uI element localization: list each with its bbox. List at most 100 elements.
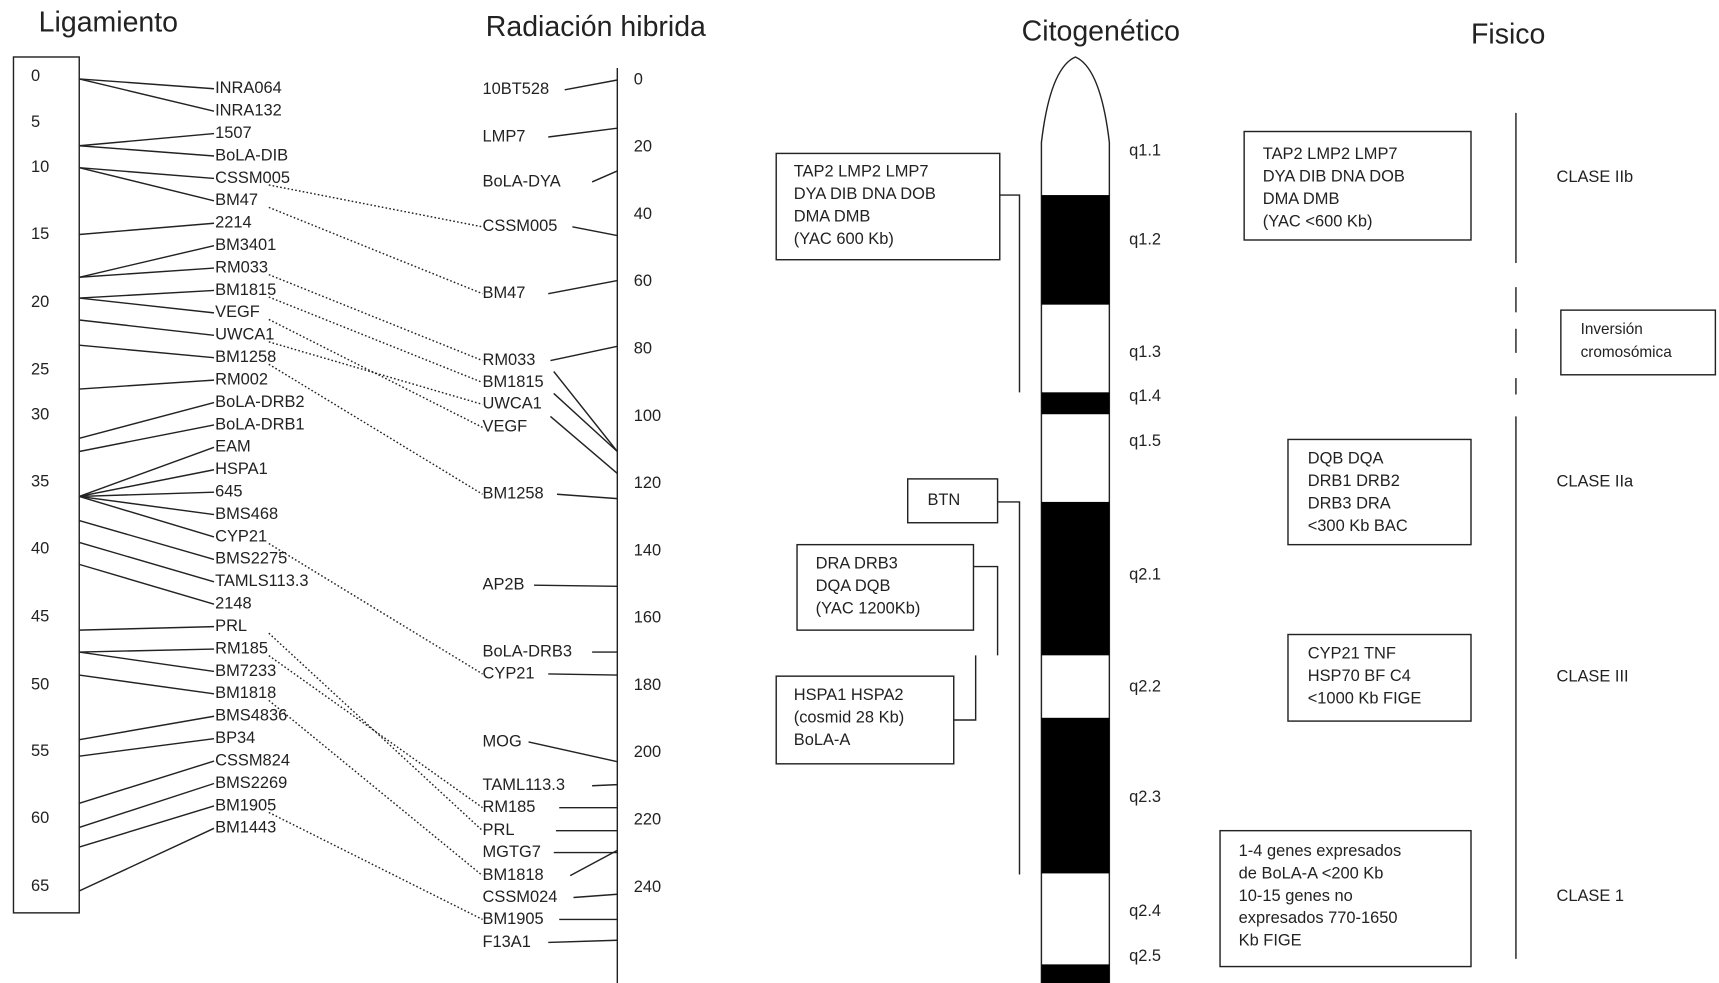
rh-scale-label: 220 bbox=[634, 810, 661, 828]
linkage-marker: CYP21 bbox=[215, 527, 267, 545]
rh-scale-label: 0 bbox=[634, 70, 643, 88]
rh-connector bbox=[572, 227, 617, 236]
linkage-marker: VEGF bbox=[215, 303, 260, 321]
cyto-box-text: (cosmid 28 Kb) bbox=[794, 709, 904, 727]
rh-marker: CSSM005 bbox=[483, 217, 558, 235]
rh-connector bbox=[570, 850, 617, 875]
marker-link bbox=[269, 275, 483, 361]
inversion-text: Inversión bbox=[1581, 321, 1643, 338]
linkage-marker: HSPA1 bbox=[215, 460, 268, 478]
rh-scale-label: 160 bbox=[634, 609, 661, 627]
rh-marker: PRL bbox=[483, 821, 515, 839]
rh-marker: BM1815 bbox=[483, 373, 544, 391]
rh-marker: RM033 bbox=[483, 351, 536, 369]
linkage-connector bbox=[79, 828, 214, 891]
linkage-marker: INRA132 bbox=[215, 102, 282, 120]
linkage-marker: BoLA-DRB1 bbox=[215, 415, 304, 433]
cyto-brackets bbox=[954, 195, 1020, 874]
phys-box-text: Kb FIGE bbox=[1239, 932, 1302, 950]
rh-connector bbox=[565, 80, 618, 90]
phys-box-text: <300 Kb BAC bbox=[1308, 517, 1408, 535]
rh-scale-label: 80 bbox=[634, 339, 652, 357]
class-label: CLASE 1 bbox=[1556, 887, 1624, 905]
phys-box-text: 10-15 genes no bbox=[1239, 887, 1353, 905]
phys-box-text: HSP70 BF C4 bbox=[1308, 667, 1411, 685]
linkage-connector bbox=[79, 403, 214, 439]
band-label: q1.5 bbox=[1129, 432, 1161, 450]
rh-marker: TAML113.3 bbox=[483, 776, 565, 794]
cyto-box-text: HSPA1 HSPA2 bbox=[794, 686, 904, 704]
rh-marker: BM47 bbox=[483, 284, 526, 302]
rh-connector bbox=[550, 346, 617, 360]
linkage-marker: BM1905 bbox=[215, 796, 276, 814]
rh-scale-label: 40 bbox=[634, 205, 652, 223]
rh-marker: UWCA1 bbox=[483, 395, 542, 413]
linkage-marker: BMS468 bbox=[215, 505, 278, 523]
dark-bands bbox=[1041, 195, 1109, 983]
rh-marker: BoLA-DRB3 bbox=[483, 642, 572, 660]
phys-box-text: (YAC <600 Kb) bbox=[1263, 212, 1373, 230]
class-label: CLASE IIb bbox=[1556, 168, 1633, 186]
linkage-marker: EAM bbox=[215, 438, 251, 456]
band-label: q1.4 bbox=[1129, 387, 1161, 405]
rh-connector bbox=[550, 416, 617, 473]
linkage-marker: BMS4836 bbox=[215, 707, 287, 725]
rh-connector bbox=[548, 128, 617, 137]
linkage-connector bbox=[79, 521, 214, 560]
linkage-scale-label: 55 bbox=[31, 742, 49, 760]
rh-marker: F13A1 bbox=[483, 933, 531, 951]
linkage-marker: CSSM005 bbox=[215, 169, 290, 187]
rh-connector bbox=[554, 393, 618, 451]
marker-link bbox=[269, 297, 483, 382]
rh-marker: BM1905 bbox=[483, 910, 544, 928]
rh-marker: AP2B bbox=[483, 576, 525, 594]
linkage-marker: RM033 bbox=[215, 258, 268, 276]
rh-scale-label: 140 bbox=[634, 541, 661, 559]
linkage-scale-label: 45 bbox=[31, 607, 49, 625]
linkage-connector bbox=[79, 298, 214, 313]
class-label: CLASE III bbox=[1556, 668, 1628, 686]
linkage-connector bbox=[79, 675, 214, 694]
linkage-connector bbox=[79, 806, 214, 847]
linkage-connector bbox=[79, 716, 214, 739]
linkage-marker: INRA064 bbox=[215, 79, 282, 97]
linkage-marker: BM1443 bbox=[215, 819, 276, 837]
phys-box-text: DMA DMB bbox=[1263, 190, 1340, 208]
linkage-marker: BM3401 bbox=[215, 236, 276, 254]
rh-connector bbox=[534, 585, 617, 586]
rh-marker: LMP7 bbox=[483, 127, 526, 145]
rh-scale-label: 120 bbox=[634, 474, 661, 492]
linkage-connector bbox=[79, 447, 214, 496]
phys-box-text: DRB3 DRA bbox=[1308, 494, 1391, 512]
linkage-marker: BP34 bbox=[215, 729, 255, 747]
linkage-connector bbox=[79, 223, 214, 234]
cyto-box-text: DYA DIB DNA DOB bbox=[794, 185, 936, 203]
linkage-connector bbox=[79, 739, 214, 756]
phys-box-text: <1000 Kb FIGE bbox=[1308, 690, 1422, 708]
linkage-connector bbox=[79, 345, 214, 357]
linkage-marker: 2148 bbox=[215, 595, 252, 613]
band-label: q1.1 bbox=[1129, 142, 1161, 160]
rh-scale-label: 240 bbox=[634, 878, 661, 896]
rh-scale-label: 100 bbox=[634, 407, 661, 425]
rh-scale-label: 180 bbox=[634, 676, 661, 694]
linkage-scale-label: 60 bbox=[31, 809, 49, 827]
phys-box-text: TAP2 LMP2 LMP7 bbox=[1263, 145, 1398, 163]
linkage-scale-label: 15 bbox=[31, 225, 49, 243]
band-label: q2.3 bbox=[1129, 788, 1161, 806]
linkage-marker: BM1815 bbox=[215, 281, 276, 299]
linkage-marker: BM47 bbox=[215, 191, 258, 209]
linkage-marker: 645 bbox=[215, 483, 242, 501]
rh-marker: BM1818 bbox=[483, 866, 544, 884]
linkage-scale-label: 10 bbox=[31, 158, 49, 176]
rh-connector bbox=[554, 372, 618, 452]
rh-connector bbox=[548, 940, 617, 942]
rh-connector bbox=[592, 785, 617, 786]
linkage-marker: BM1258 bbox=[215, 348, 276, 366]
linkage-marker: TAMLS113.3 bbox=[215, 572, 308, 590]
linkage-marker: UWCA1 bbox=[215, 326, 274, 344]
linkage-marker: BoLA-DRB2 bbox=[215, 393, 304, 411]
rh-marker: BM1258 bbox=[483, 485, 544, 503]
linkage-connector bbox=[79, 320, 214, 335]
rh-marker: RM185 bbox=[483, 798, 536, 816]
